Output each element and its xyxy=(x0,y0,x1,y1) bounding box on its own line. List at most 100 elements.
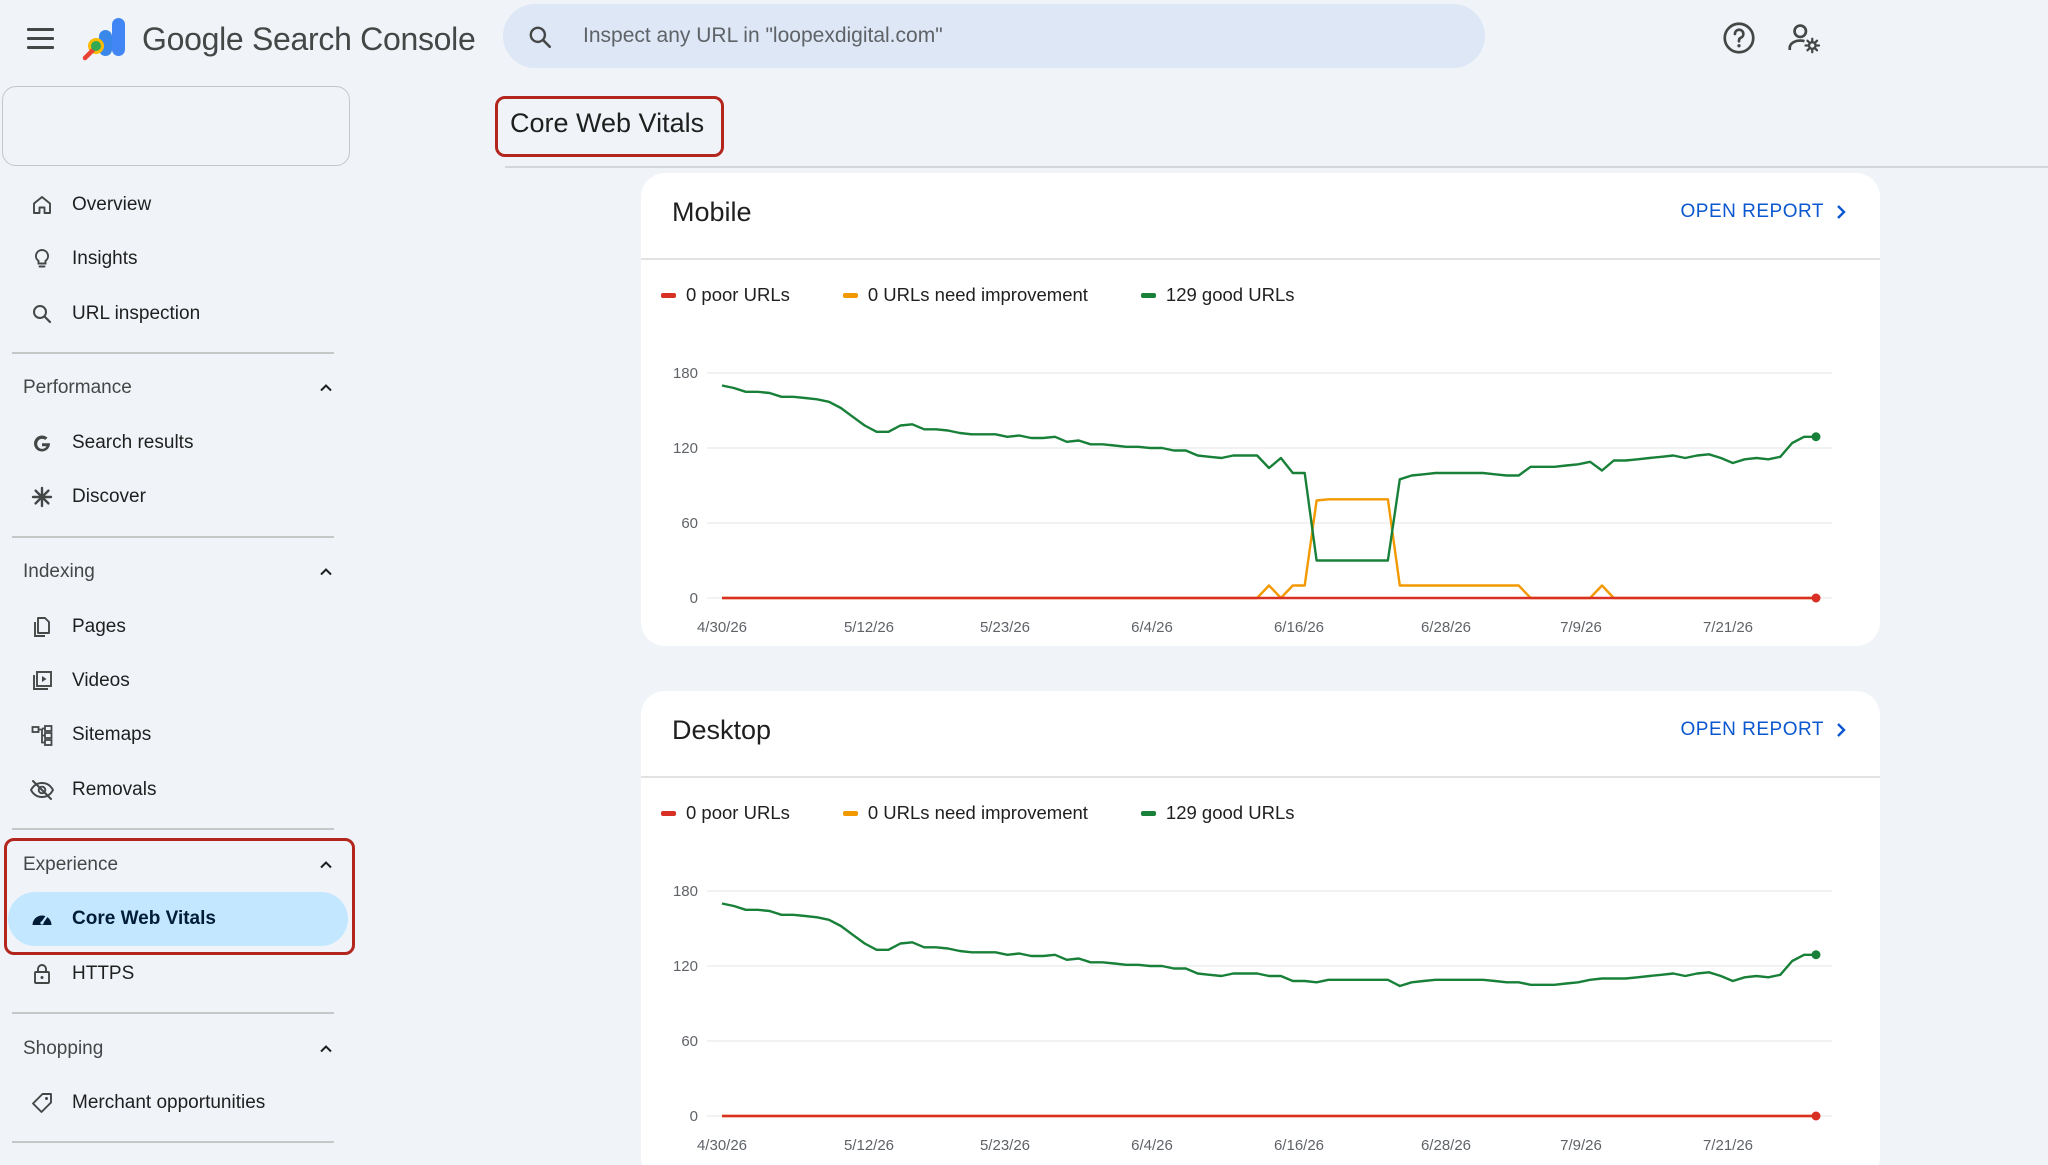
help-icon[interactable] xyxy=(1721,20,1757,56)
x-tick-label: 5/12/26 xyxy=(844,1137,894,1151)
y-tick-label: 120 xyxy=(673,958,698,975)
user-settings-icon[interactable] xyxy=(1786,20,1822,56)
legend-poor[interactable]: 0 poor URLs xyxy=(661,284,790,306)
nav-item-sitemaps[interactable]: Sitemaps xyxy=(8,708,348,762)
section-label: Experience xyxy=(23,854,119,875)
nav-item-label: Discover xyxy=(72,486,146,507)
legend-label: 0 URLs need improvement xyxy=(867,802,1088,823)
chevron-up-icon xyxy=(320,1045,332,1053)
y-tick-label: 120 xyxy=(673,440,698,457)
sidebar-divider xyxy=(12,536,334,538)
card-title: Desktop xyxy=(672,715,772,745)
search-icon xyxy=(529,26,552,49)
legend-swatch xyxy=(842,810,858,816)
open-report-link[interactable]: OPEN REPORT xyxy=(1681,719,1848,741)
legend-swatch xyxy=(661,292,676,298)
x-tick-label: 6/4/26 xyxy=(1131,619,1173,633)
pages-icon xyxy=(28,613,56,641)
section-header-indexing[interactable]: Indexing xyxy=(8,550,348,594)
legend-swatch xyxy=(842,292,858,298)
lightbulb-icon xyxy=(28,245,56,273)
legend-needs-improvement[interactable]: 0 URLs need improvement xyxy=(842,802,1088,824)
series-line-good xyxy=(721,902,1816,988)
mobile-card: Mobile OPEN REPORT 0 poor URLs 0 URLs ne… xyxy=(641,173,1880,646)
nav-item-pages[interactable]: Pages xyxy=(8,600,348,654)
google-g-icon xyxy=(28,429,56,457)
url-inspect-input[interactable] xyxy=(583,14,1463,58)
chevron-up-icon xyxy=(320,384,332,392)
menu-line xyxy=(26,36,54,40)
x-tick-label: 7/9/26 xyxy=(1560,1137,1602,1151)
nav-item-label: Overview xyxy=(72,194,152,215)
menu-line xyxy=(26,27,54,31)
series-line-needs-improvement xyxy=(722,498,1816,600)
nav-item-https[interactable]: HTTPS xyxy=(8,947,348,1001)
section-header-shopping[interactable]: Shopping xyxy=(8,1027,348,1071)
legend-good[interactable]: 129 good URLs xyxy=(1140,284,1295,306)
section-label: Shopping xyxy=(23,1038,104,1059)
legend-label: 0 poor URLs xyxy=(686,802,790,823)
menu-line xyxy=(26,45,54,49)
x-tick-label: 6/28/26 xyxy=(1421,1137,1471,1151)
legend-label: 0 poor URLs xyxy=(686,284,790,305)
legend-poor[interactable]: 0 poor URLs xyxy=(661,802,790,824)
x-tick-label: 6/16/26 xyxy=(1274,1137,1324,1151)
y-tick-label: 0 xyxy=(690,1108,698,1125)
nav-item-removals[interactable]: Removals xyxy=(8,763,348,817)
nav-item-label: Sitemaps xyxy=(72,724,152,745)
top-bar: Google Search Console xyxy=(0,0,2048,82)
nav-item-label: Videos xyxy=(72,670,130,691)
nav-item-label: Pages xyxy=(72,616,126,637)
app-title[interactable]: Google Search Console xyxy=(142,21,476,57)
speedometer-icon xyxy=(28,905,56,933)
sidebar-divider xyxy=(12,828,334,830)
search-icon xyxy=(28,300,56,328)
main-menu-button[interactable] xyxy=(18,18,62,58)
mobile-chart: 0 60 120 180 4/30/26 5/12/26 5/23/26 6/4/26 6/16… xyxy=(673,365,1832,633)
desktop-card: Desktop OPEN REPORT 0 poor URLs 0 URLs n… xyxy=(641,691,1880,1165)
x-tick-label: 6/28/26 xyxy=(1421,619,1471,633)
nav-item-merchant-opportunities[interactable]: Merchant opportunities xyxy=(8,1076,348,1130)
chevron-up-icon xyxy=(320,861,332,869)
nav-item-search-results[interactable]: Search results xyxy=(8,416,348,470)
nav-item-videos[interactable]: Videos xyxy=(8,654,348,708)
chart-legend: 0 poor URLs 0 URLs need improvement 129 … xyxy=(661,280,1347,310)
nav-item-overview[interactable]: Overview xyxy=(8,178,348,232)
nav-item-label: Search results xyxy=(72,432,194,453)
lock-icon xyxy=(28,960,56,988)
legend-good[interactable]: 129 good URLs xyxy=(1140,802,1294,824)
legend-label: 0 URLs need improvement xyxy=(867,284,1088,305)
sidebar-divider xyxy=(12,352,334,354)
legend-label: 129 good URLs xyxy=(1165,284,1295,305)
nav-item-core-web-vitals[interactable]: Core Web Vitals xyxy=(8,892,348,946)
open-report-link[interactable]: OPEN REPORT xyxy=(1681,201,1848,223)
nav-item-insights[interactable]: Insights xyxy=(8,232,348,286)
series-endpoint-poor xyxy=(1811,593,1821,603)
nav-item-label: Core Web Vitals xyxy=(72,908,216,929)
x-tick-label: 5/23/26 xyxy=(980,1137,1030,1151)
url-inspect-search-bar[interactable] xyxy=(503,4,1485,68)
legend-needs-improvement[interactable]: 0 URLs need improvement xyxy=(842,284,1088,306)
y-tick-label: 60 xyxy=(681,515,698,532)
chevron-right-icon xyxy=(1837,723,1846,737)
legend-swatch xyxy=(1140,292,1156,298)
sitemap-icon xyxy=(28,721,56,749)
page-title: Core Web Vitals xyxy=(510,108,705,138)
x-tick-label: 4/30/26 xyxy=(697,619,747,633)
section-header-performance[interactable]: Performance xyxy=(8,366,348,410)
tag-icon xyxy=(28,1089,56,1117)
x-tick-label: 7/21/26 xyxy=(1703,619,1753,633)
title-divider xyxy=(505,166,2048,168)
nav-item-url-inspection[interactable]: URL inspection xyxy=(8,287,348,341)
series-line-good xyxy=(721,384,1816,562)
card-title: Mobile xyxy=(672,197,752,227)
legend-swatch xyxy=(1140,810,1156,816)
sidebar-divider xyxy=(12,1141,334,1143)
section-label: Indexing xyxy=(23,561,95,582)
section-header-experience[interactable]: Experience xyxy=(8,843,348,887)
nav-item-discover[interactable]: Discover xyxy=(8,470,348,524)
series-endpoint-good xyxy=(1811,432,1821,442)
sidebar-divider xyxy=(12,1012,334,1014)
property-selector[interactable] xyxy=(2,86,350,166)
card-divider xyxy=(641,258,1880,260)
